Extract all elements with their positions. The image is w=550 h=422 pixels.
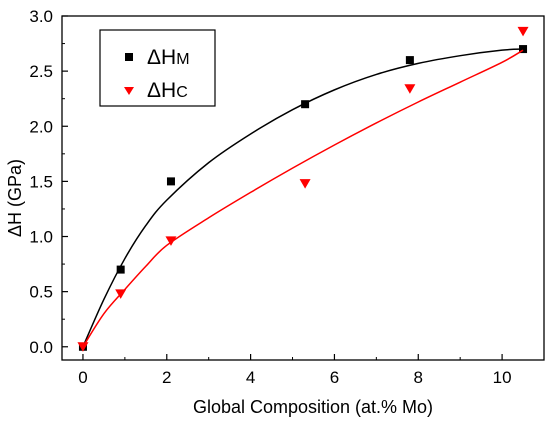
y-tick-label: 2.0 — [29, 117, 53, 136]
data-point-dHM — [301, 100, 310, 109]
y-tick-label: 3.0 — [29, 7, 53, 26]
x-tick-label: 8 — [414, 368, 423, 387]
legend-label-dHM: ΔHM — [147, 46, 190, 69]
plot-area — [77, 26, 529, 352]
legend-label-dHM-subscript: M — [176, 51, 189, 68]
plot-frame — [61, 15, 545, 361]
data-point-dHM — [116, 265, 125, 274]
legend: ΔHM ΔHC — [99, 29, 216, 107]
legend-box — [99, 29, 216, 107]
legend-label-dHC: ΔHC — [147, 79, 188, 102]
y-tick-label: 0.5 — [29, 283, 53, 302]
x-tick-label: 4 — [246, 368, 255, 387]
data-point-dHC — [77, 342, 89, 352]
data-point-dHC — [115, 289, 127, 299]
y-tick-label: 0.0 — [29, 338, 53, 357]
data-point-dHM — [519, 45, 528, 54]
x-axis-title: Global Composition (at.% Mo) — [193, 397, 433, 417]
legend-marker-dHM — [125, 53, 133, 61]
fit-curve-dHC — [82, 49, 524, 348]
data-point-dHC — [165, 236, 177, 246]
y-tick-label: 2.5 — [29, 62, 53, 81]
y-tick-label: 1.0 — [29, 228, 53, 247]
legend-label-dHM-main: ΔH — [147, 46, 176, 69]
data-point-dHC — [299, 179, 311, 189]
axes: 0 2 4 6 8 10 0.0 0.5 1.0 1.5 2.0 2.5 3.0 — [29, 7, 545, 387]
x-tick-label: 0 — [78, 368, 87, 387]
x-tick-label: 6 — [330, 368, 339, 387]
y-axis-title: ΔH (GPa) — [5, 159, 25, 237]
fit-curve-dHM — [82, 48, 524, 348]
x-tick-label: 2 — [162, 368, 171, 387]
legend-marker-dHC — [124, 87, 134, 95]
legend-label-dHC-main: ΔH — [147, 79, 176, 102]
data-point-dHM — [166, 177, 175, 186]
y-tick-label: 1.5 — [29, 172, 53, 191]
data-point-dHM — [405, 56, 414, 65]
data-point-dHC — [404, 84, 416, 94]
legend-label-dHC-subscript: C — [176, 84, 188, 101]
data-point-dHC — [517, 26, 529, 37]
x-tick-label: 10 — [493, 368, 512, 387]
